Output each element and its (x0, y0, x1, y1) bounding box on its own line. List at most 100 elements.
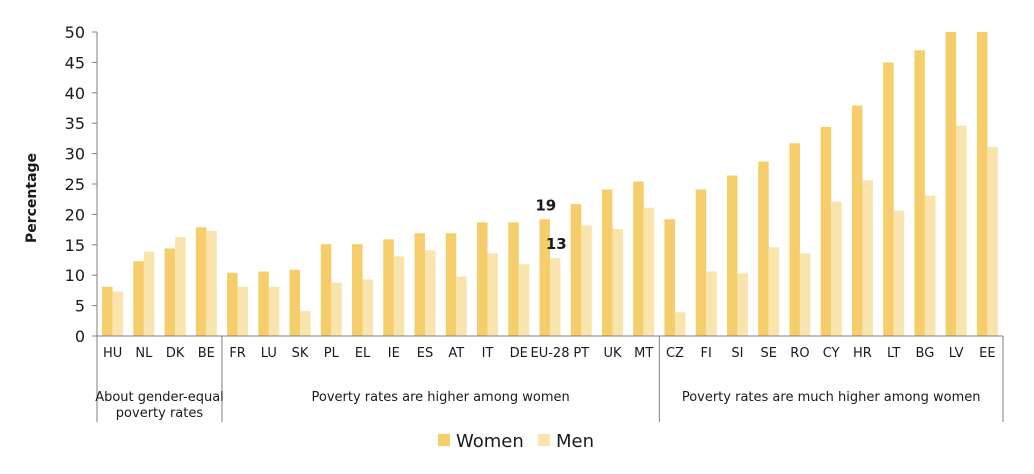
x-tick-label: FR (229, 346, 246, 361)
x-tick-label: CY (823, 346, 840, 361)
bar-men-fr (237, 286, 249, 336)
x-tick-label: BE (198, 346, 215, 361)
bar-men-se (768, 247, 780, 336)
bar-men-ee (987, 146, 998, 336)
group-label: Poverty rates are higher among women (312, 390, 570, 405)
x-tick-label: SK (292, 346, 309, 361)
x-tick-label: CZ (666, 346, 684, 361)
bar-men-eu-28 (550, 258, 561, 336)
legend-swatch-men (538, 434, 550, 446)
x-axis: HU NL DK BE FR LU SK PL EL IE ES AT IT DE EU-28 PT UK MT C… (95, 335, 1004, 422)
bar-men-at (456, 276, 467, 336)
bar-women-be (195, 227, 207, 336)
bar-men-bg (924, 195, 936, 336)
y-tick-label: 0 (75, 327, 85, 346)
bar-women-pl (320, 244, 332, 336)
x-tick-label: BG (916, 346, 935, 361)
bar-men-sk (300, 311, 311, 336)
legend-swatch-women (438, 434, 450, 446)
bar-men-ie (393, 256, 405, 336)
x-tick-label: FI (701, 346, 712, 361)
bar-women-hr (851, 105, 863, 337)
bar-men-it (487, 253, 499, 336)
data-label: 19 (535, 196, 556, 214)
bar-men-lt (893, 210, 905, 336)
bar-men-dk (175, 236, 186, 336)
x-tick-label: DE (510, 346, 528, 361)
bar-men-pt (581, 225, 592, 336)
x-tick-label: HR (853, 346, 872, 361)
bar-men-si (737, 273, 748, 336)
bar-women-cz (664, 219, 675, 336)
bar-women-nl (133, 261, 144, 336)
x-tick-label: UK (603, 346, 622, 361)
bar-women-cy (820, 126, 832, 337)
x-tick-label: PL (324, 346, 340, 361)
group-label: About gender-equal (95, 390, 224, 405)
x-tick-label: AT (448, 346, 464, 361)
bar-women-ie (383, 239, 394, 336)
y-tick-label: 25 (65, 175, 85, 194)
x-tick-label: NL (135, 346, 153, 361)
bar-men-fi (706, 271, 717, 336)
group-label: Poverty rates are much higher among wome… (682, 390, 981, 405)
y-tick-label: 10 (65, 266, 85, 285)
y-tick-label: 40 (65, 84, 85, 103)
bars (102, 32, 998, 337)
bar-women-es (414, 233, 426, 336)
bar-men-cy (831, 201, 842, 336)
x-tick-label: RO (790, 346, 809, 361)
bar-women-lt (883, 62, 894, 337)
legend-label-women: Women (456, 431, 524, 452)
bar-women-uk (601, 189, 613, 336)
bar-men-hr (862, 180, 873, 336)
bar-women-lu (258, 271, 269, 336)
bar-women-hu (102, 286, 113, 336)
y-tick-label: 20 (65, 205, 85, 224)
y-axis-label: Percentage (24, 153, 40, 243)
x-tick-label: ES (417, 346, 433, 361)
bar-men-hu (112, 291, 124, 336)
bar-women-fi (695, 189, 707, 336)
bar-men-uk (612, 228, 623, 336)
y-tick-label: 35 (65, 114, 85, 133)
x-tick-label: PT (573, 346, 589, 361)
bar-women-ro (789, 143, 800, 336)
bar-women-el (352, 244, 363, 336)
bar-women-dk (164, 248, 176, 336)
bar-men-pl (331, 282, 342, 336)
y-tick-label: 50 (65, 23, 85, 42)
x-tick-label: IT (482, 346, 494, 361)
bar-men-nl (143, 251, 155, 336)
bar-women-lv (945, 32, 957, 336)
x-tick-label: SE (760, 346, 776, 361)
bar-women-mt (633, 181, 644, 336)
x-tick-label: DK (166, 346, 185, 361)
x-tick-label: SI (731, 346, 743, 361)
x-tick-label: EU-28 (531, 346, 570, 361)
y-tick-label: 5 (75, 297, 85, 316)
x-tick-label: EL (355, 346, 371, 361)
bar-men-be (206, 230, 217, 336)
y-tick-label: 45 (65, 53, 85, 72)
x-tick-label: LT (887, 346, 900, 361)
x-tick-label: IE (388, 346, 400, 361)
data-label: 13 (546, 235, 567, 253)
y-axis: 0 5 10 15 20 25 30 35 40 45 50 (65, 23, 98, 346)
bar-men-lv (956, 125, 967, 337)
bar-men-lu (268, 286, 280, 336)
bar-men-es (425, 250, 436, 336)
bar-men-el (362, 279, 374, 336)
bar-women-bg (914, 50, 925, 337)
y-tick-label: 15 (65, 236, 85, 255)
bar-men-ro (799, 253, 811, 336)
bar-women-it (477, 222, 488, 336)
bar-women-pt (570, 204, 582, 336)
bar-women-si (726, 175, 738, 336)
bar-women-de (508, 222, 519, 336)
x-tick-label: LU (261, 346, 277, 361)
x-tick-label: EE (979, 346, 995, 361)
bar-women-fr (227, 272, 238, 336)
bar-women-at (445, 233, 457, 336)
